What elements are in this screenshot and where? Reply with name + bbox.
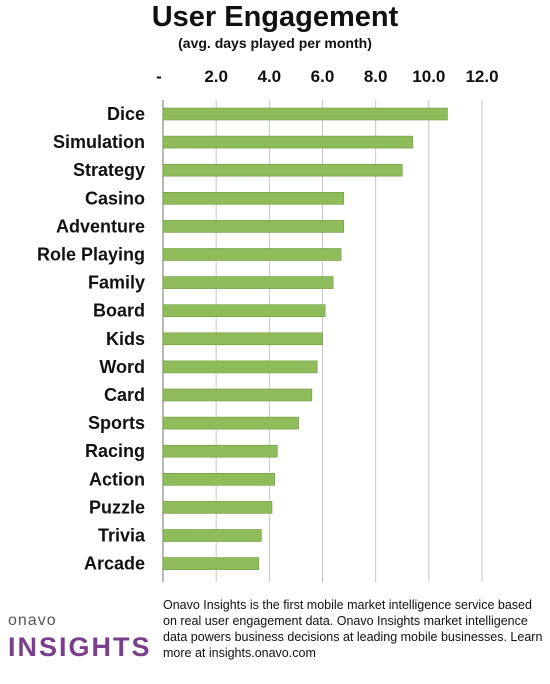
x-tick-label: 2.0 [204,67,228,86]
bar-card [162,388,313,402]
category-label: Trivia [98,526,146,546]
x-tick-label: 8.0 [364,67,388,86]
x-axis-ticks: - 2.0 4.0 6.0 8.0 10.0 12.0 [156,67,498,86]
category-labels: Dice Simulation Strategy Casino Adventure Rol… [37,104,146,574]
bar-sports [162,416,299,430]
x-tick-label: 12.0 [465,67,498,86]
category-label: Simulation [53,132,145,152]
category-label: Card [104,385,145,405]
bar-simulation [162,135,414,149]
category-label: Kids [106,329,145,349]
logo-insights: INSIGHTS [8,632,152,662]
bar-dice [162,107,448,121]
bar-role-playing [162,248,342,261]
category-label: Action [89,469,145,489]
chart-subtitle: (avg. days played per month) [178,35,372,51]
category-label: Dice [107,104,145,124]
category-label: Family [88,273,145,293]
bar-puzzle [162,501,273,514]
category-label: Racing [85,441,145,461]
x-tick-label: - [156,67,162,86]
bar-trivia [162,529,262,542]
category-label: Sports [88,413,145,433]
category-label: Strategy [73,160,145,180]
bar-adventure [162,220,345,233]
bar-action [162,472,275,486]
chart-title: User Engagement [151,1,399,33]
category-label: Puzzle [89,497,145,517]
category-label: Adventure [56,216,145,236]
bar-chart: - 2.0 4.0 6.0 8.0 10.0 12.0 Dice Simulation Stra… [37,67,499,582]
footer-description: Onavo Insights is the first mobile marke… [163,598,543,660]
bar-racing [162,444,278,458]
bar-board [162,304,326,318]
logo-wordmark: onavo [8,612,57,629]
bar-word [162,360,318,374]
category-label: Role Playing [37,245,145,265]
bar-kids [162,332,323,346]
bar-strategy [162,163,403,177]
bar-family [162,276,334,289]
category-label: Arcade [84,554,145,574]
onavo-logo: onavo INSIGHTS [8,612,158,662]
bar-arcade [162,557,259,570]
x-tick-label: 6.0 [311,67,335,86]
category-label: Board [93,301,145,321]
bars [162,107,448,570]
category-label: Casino [85,188,145,208]
x-tick-label: 4.0 [258,67,282,86]
x-tick-label: 10.0 [412,67,445,86]
category-label: Word [99,357,145,377]
bar-casino [162,192,345,205]
